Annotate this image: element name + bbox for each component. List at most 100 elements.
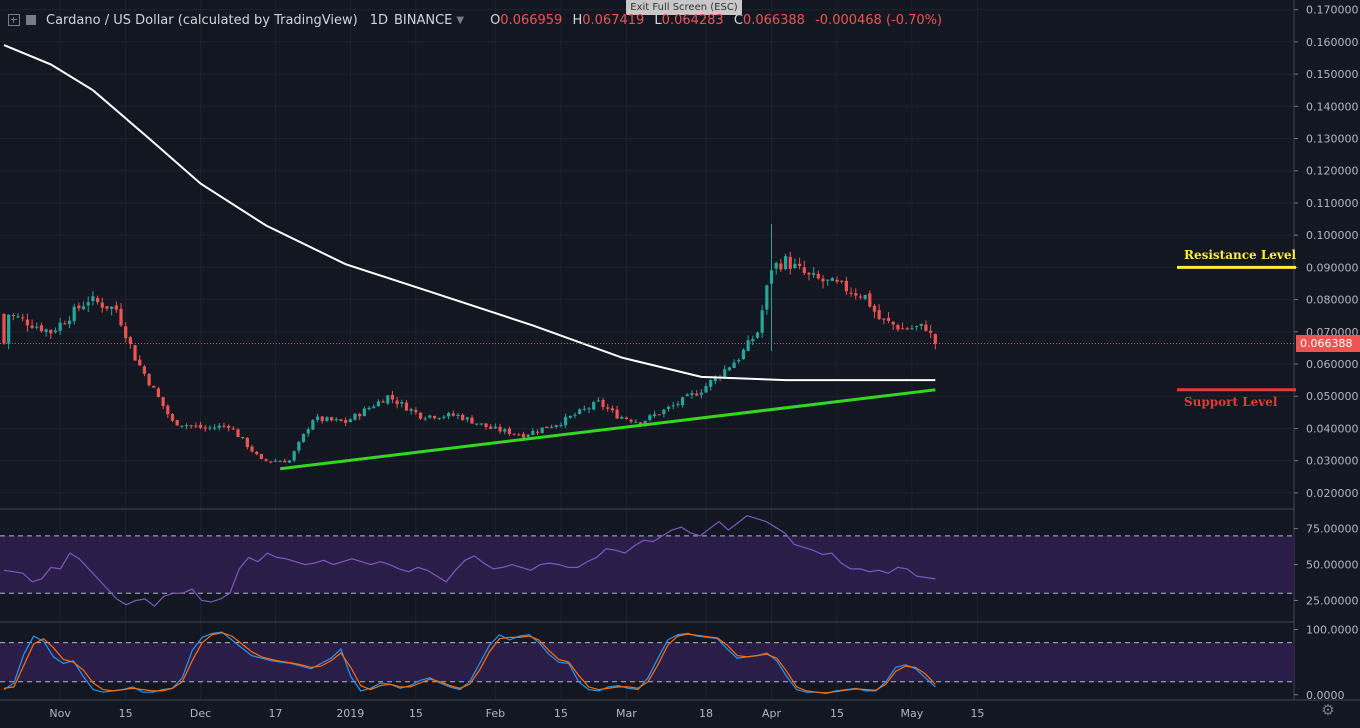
candle-body: [470, 417, 474, 424]
candle-body: [886, 317, 891, 321]
exit-fullscreen-button[interactable]: Exit Full Screen (ESC): [626, 0, 742, 15]
candle-body: [217, 425, 221, 428]
candle-body: [222, 425, 226, 427]
x-tick-label: 2019: [336, 707, 364, 720]
candle-body: [437, 418, 441, 420]
candle-body: [110, 306, 114, 309]
candle-body: [606, 407, 610, 409]
candle-body: [755, 332, 760, 338]
close-label: C: [733, 12, 743, 28]
interval-label[interactable]: 1D: [369, 12, 388, 28]
candle-body: [507, 428, 512, 435]
candle-body: [442, 416, 446, 418]
y-tick-label: 0.020000: [1306, 487, 1359, 500]
low-label: L: [654, 12, 662, 28]
candle-body: [105, 306, 109, 309]
candle-body: [348, 419, 352, 423]
candle-body: [203, 427, 207, 429]
candle-body: [900, 328, 905, 330]
candle-body: [858, 296, 863, 298]
candle-body: [652, 414, 657, 416]
candle-body: [685, 394, 689, 397]
grid-lines: [0, 0, 1294, 700]
candle-body: [727, 367, 731, 371]
candle-body: [264, 459, 268, 461]
candle-body: [798, 263, 802, 267]
candle-body: [535, 431, 540, 433]
candle-body: [86, 302, 90, 306]
candle-body: [269, 461, 273, 463]
candle-body: [915, 326, 919, 328]
candle-body: [7, 314, 11, 344]
candle-body: [624, 417, 629, 420]
candle-body: [704, 385, 708, 393]
candle-body: [479, 423, 483, 425]
y-tick-label: 0.110000: [1306, 197, 1359, 210]
candle-body: [840, 280, 844, 282]
candle-body: [699, 392, 703, 395]
candle-body: [461, 414, 465, 420]
candle-body: [690, 393, 694, 395]
candle-body: [783, 256, 788, 270]
candle-body: [339, 419, 343, 421]
x-tick-label: Feb: [486, 707, 505, 720]
candle-body: [447, 413, 451, 417]
open-label: O: [490, 12, 501, 28]
candle-body: [582, 408, 586, 410]
candle-body: [891, 321, 895, 325]
x-tick-label: Apr: [762, 707, 782, 720]
compare-symbol-icon[interactable]: [26, 15, 36, 25]
x-tick-label: May: [901, 707, 924, 720]
exchange-label[interactable]: BINANCE: [393, 12, 453, 28]
candle-body: [404, 402, 409, 411]
candle-body: [170, 414, 175, 421]
candle-body: [283, 460, 287, 463]
candle-body: [358, 414, 362, 417]
candle-body: [634, 421, 638, 423]
y-tick-label: 0.130000: [1306, 133, 1359, 146]
candle-body: [868, 293, 872, 307]
expand-icon[interactable]: [8, 14, 20, 26]
candle-body: [732, 362, 736, 369]
candle-body: [49, 329, 53, 334]
candle-body: [77, 305, 81, 309]
close-value: 0.066388: [742, 12, 805, 28]
low-value: 0.064283: [661, 12, 724, 28]
candle-body: [423, 418, 427, 420]
y-tick-label: 0.040000: [1306, 422, 1359, 435]
candle-body: [395, 400, 399, 405]
candle-body: [549, 426, 554, 428]
rsi-line: [3, 515, 936, 608]
candle-body: [334, 419, 338, 421]
candle-body: [929, 330, 933, 333]
symbol-name[interactable]: Cardano / US Dollar (calculated by Tradi…: [46, 12, 358, 28]
x-tick-label: Dec: [190, 707, 211, 720]
candles: [2, 223, 937, 464]
moving-average-line: [3, 44, 936, 382]
candle-body: [39, 325, 44, 332]
candle-body: [751, 339, 755, 342]
candle-body: [320, 416, 324, 422]
candle-body: [779, 263, 783, 270]
candle-body: [362, 408, 366, 417]
candle-body: [287, 460, 292, 463]
candle-body: [854, 293, 858, 296]
candle-body: [409, 409, 413, 411]
candle-body: [428, 415, 432, 418]
y-tick-label: 0.030000: [1306, 455, 1359, 468]
chevron-down-icon[interactable]: ▼: [456, 14, 465, 26]
candle-body: [498, 426, 502, 432]
candle-body: [100, 302, 104, 308]
indicator-band: [0, 535, 1294, 594]
candle-body: [21, 317, 25, 319]
candle-body: [545, 426, 549, 429]
gear-icon[interactable]: ⚙: [1321, 702, 1335, 719]
candle-body: [372, 406, 376, 408]
candle-body: [666, 406, 671, 409]
candle-body: [723, 369, 727, 377]
candle-body: [414, 409, 418, 413]
candle-body: [91, 296, 95, 302]
candle-body: [53, 330, 58, 333]
candle-body: [376, 401, 380, 407]
